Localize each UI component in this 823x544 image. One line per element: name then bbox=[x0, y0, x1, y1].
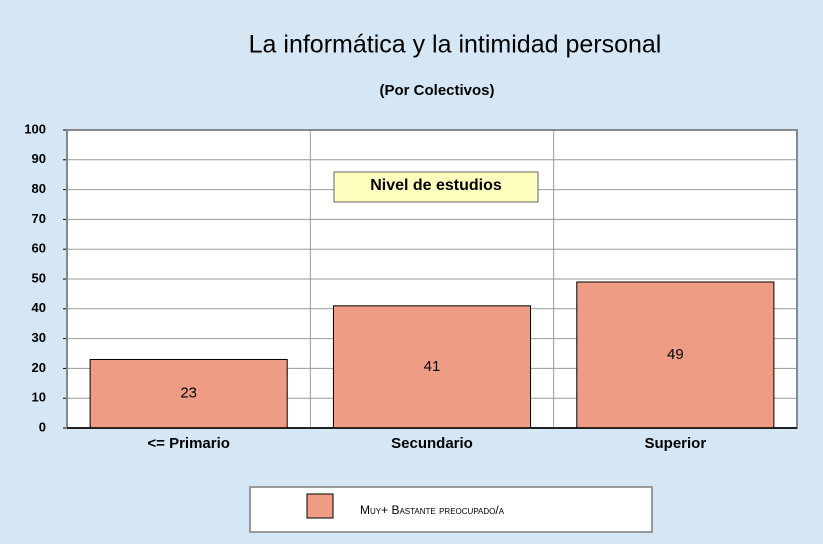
y-tick-label: 30 bbox=[32, 330, 46, 345]
y-tick-label: 90 bbox=[32, 151, 46, 166]
x-tick-label: <= Primario bbox=[147, 435, 230, 452]
data-label: 49 bbox=[667, 346, 684, 363]
x-tick-label: Superior bbox=[644, 435, 706, 452]
bar bbox=[89, 358, 288, 429]
y-tick-label: 40 bbox=[32, 300, 46, 315]
legend-swatch bbox=[306, 493, 334, 519]
data-label: 23 bbox=[180, 385, 197, 402]
annotation-box bbox=[333, 171, 539, 203]
bar bbox=[576, 281, 775, 429]
y-tick-label: 80 bbox=[32, 181, 46, 196]
x-tick-label: Secundario bbox=[391, 435, 473, 452]
bar bbox=[332, 305, 532, 429]
y-tick-label: 20 bbox=[32, 360, 46, 375]
y-tick-label: 100 bbox=[24, 121, 46, 136]
y-tick-label: 50 bbox=[32, 270, 46, 285]
data-label: 41 bbox=[424, 358, 441, 375]
chart-subtitle: (Por Colectivos) bbox=[379, 82, 494, 99]
legend-label: Muy+ Bastante preocupado/a bbox=[360, 503, 505, 517]
y-tick-label: 60 bbox=[32, 241, 46, 256]
y-tick-label: 10 bbox=[32, 390, 46, 405]
y-tick-label: 70 bbox=[32, 211, 46, 226]
y-tick-label: 0 bbox=[39, 419, 46, 434]
chart-title: La informática y la intimidad personal bbox=[249, 31, 662, 59]
annotation: Nivel de estudios bbox=[370, 177, 502, 194]
